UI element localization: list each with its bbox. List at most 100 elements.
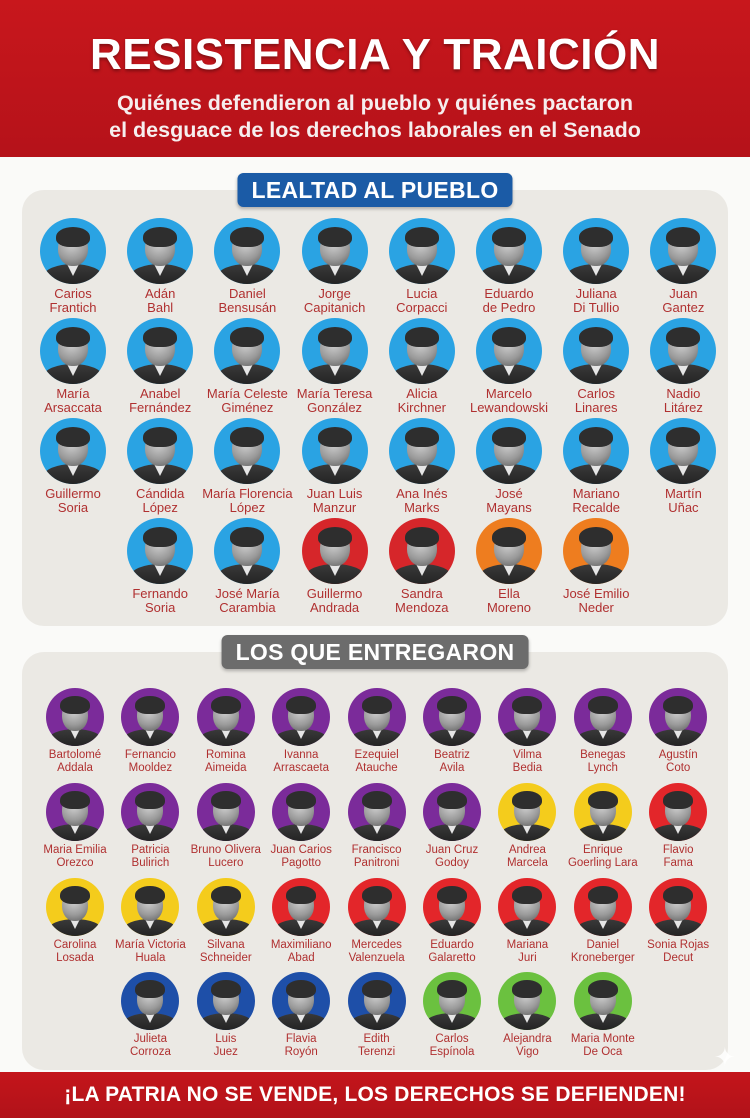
subtitle-line-1: Quiénes defendieron al pueblo y quiénes …: [116, 91, 634, 115]
person-last-name: Gantez: [662, 300, 705, 315]
avatar-hair: [317, 427, 352, 447]
person-first-name: Anabel: [139, 386, 181, 401]
person-name: Bruno Olivera Lucero: [181, 844, 271, 870]
avatar-collar: [673, 729, 684, 739]
person-name: Juan Luis Manzur: [285, 487, 385, 515]
person-last-name: Lewandowski: [469, 400, 549, 415]
person-first-name: Alicia: [406, 386, 438, 401]
person-card: Carios Frantich: [40, 218, 106, 315]
avatar: [301, 318, 368, 384]
avatar: [272, 972, 331, 1030]
person-name: Ivanna Arrascaeta: [256, 749, 346, 775]
person-last-name: Pagotto: [281, 857, 322, 869]
avatar-collar: [145, 824, 156, 834]
footer-banner: ¡LA PATRIA NO SE VENDE, LOS DERECHOS SE …: [0, 1072, 750, 1118]
person-last-name: Royón: [284, 1046, 318, 1058]
person-first-name: Maria Monte: [570, 1033, 635, 1045]
avatar: [121, 972, 180, 1030]
person-card: Flavio Fama: [649, 783, 708, 870]
avatar-collar: [503, 564, 515, 576]
person-first-name: Mariano: [572, 486, 620, 501]
person-card: Julieta Corroza: [121, 972, 180, 1059]
person-last-name: Panitroni: [353, 857, 400, 869]
avatar: [46, 688, 104, 746]
person-first-name: Fernando: [132, 586, 189, 601]
avatar: [272, 783, 331, 841]
person-card: Sandra Mendoza: [388, 518, 455, 615]
avatar-collar: [296, 824, 307, 834]
person-first-name: Mariana: [506, 939, 549, 951]
avatar-hair: [587, 791, 618, 809]
person-last-name: Addala: [57, 762, 93, 774]
avatar: [301, 418, 368, 484]
traitors-section-badge: LOS QUE ENTREGARON: [221, 635, 529, 669]
person-name: José María Carambia: [197, 587, 297, 615]
avatar: [301, 218, 368, 284]
person-card: Luis Juez: [196, 972, 255, 1059]
avatar: [347, 783, 406, 841]
avatar-hair: [404, 527, 439, 547]
person-last-name: Manzur: [312, 500, 357, 515]
avatar-collar: [220, 729, 231, 739]
person-name: Daniel Kroneberger: [558, 939, 648, 965]
person-name: José Mayans: [459, 487, 559, 515]
avatar-hair: [437, 886, 467, 904]
avatar-collar: [67, 364, 79, 376]
avatar-hair: [361, 696, 392, 714]
person-name: Juliana Di Tullio: [546, 287, 646, 315]
person-name: Lucia Corpacci: [372, 287, 472, 315]
person-first-name: Enrique: [582, 844, 623, 856]
avatar: [121, 688, 180, 746]
avatar-hair: [135, 791, 166, 809]
person-card: Daniel Bensusán: [214, 218, 281, 315]
avatar: [476, 218, 542, 284]
avatar-collar: [522, 729, 533, 739]
avatar: [214, 418, 281, 484]
person-card: Sonia Rojas Decut: [647, 878, 709, 965]
person-card: Bartolomé Addala: [46, 688, 104, 775]
person-name: Guillermo Andrada: [285, 587, 385, 615]
person-first-name: Martín: [664, 486, 702, 501]
avatar: [46, 783, 104, 841]
person-card: Anabel Fernández: [127, 318, 194, 415]
person-card: María Victoria Huala: [115, 878, 186, 965]
person-name: Beatriz Avila: [407, 749, 497, 775]
loyal-section-badge: LEALTAD AL PUEBLO: [237, 173, 513, 207]
avatar: [127, 518, 194, 584]
avatar-collar: [145, 729, 156, 739]
person-card: Ana Inés Marks: [388, 418, 455, 515]
avatar-hair: [210, 696, 241, 714]
avatar-collar: [447, 824, 457, 834]
person-name: Silvana Schneider: [181, 939, 271, 965]
person-first-name: Maximiliano: [270, 939, 332, 951]
avatar: [301, 518, 368, 584]
person-name: Cándida López: [110, 487, 210, 515]
avatar-hair: [437, 791, 467, 809]
avatar-collar: [590, 464, 603, 476]
person-name: Luis Juez: [181, 1033, 271, 1059]
person-card: Ella Moreno: [476, 518, 542, 615]
person-last-name: Decut: [663, 952, 694, 964]
person-first-name: Bruno Olivera: [190, 844, 261, 856]
avatar-collar: [70, 824, 80, 834]
avatar-hair: [492, 427, 526, 447]
person-first-name: Edith: [363, 1033, 390, 1045]
person-card: José Emilio Neder: [563, 518, 629, 615]
person-card: Juan Gantez: [650, 218, 717, 315]
avatar-collar: [296, 729, 307, 739]
avatar-hair: [210, 791, 241, 809]
avatar-collar: [522, 824, 533, 834]
avatar-collar: [67, 464, 79, 476]
avatar: [650, 418, 717, 484]
person-last-name: Juri: [518, 952, 537, 964]
avatar-hair: [579, 327, 614, 347]
person-last-name: López: [142, 500, 178, 515]
person-first-name: Francisco: [351, 844, 402, 856]
avatar-collar: [522, 1013, 533, 1023]
person-first-name: Nadio: [666, 386, 701, 401]
person-name: Maria Monte De Oca: [558, 1033, 648, 1059]
avatar: [476, 318, 542, 384]
person-last-name: Goerling Lara: [567, 857, 638, 869]
person-name: Juan Carios Pagotto: [256, 844, 346, 870]
avatar: [649, 688, 708, 746]
